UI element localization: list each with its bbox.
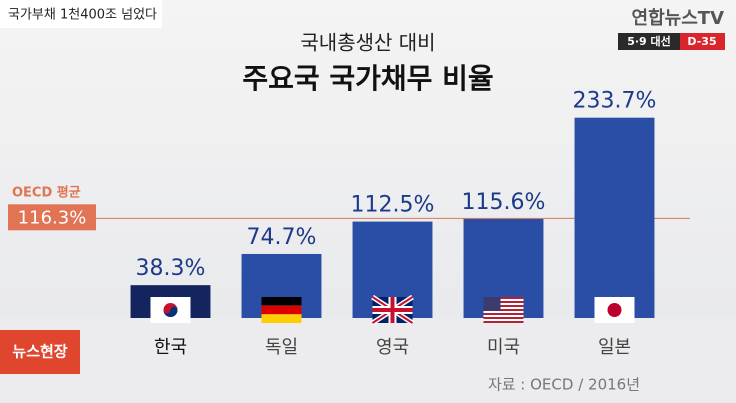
value-label: 233.7% [573, 89, 657, 114]
x-tick-label: 일본 [598, 337, 631, 358]
caption-box [0, 0, 162, 28]
floor [0, 318, 736, 403]
flag-part [483, 301, 524, 303]
bar [574, 117, 655, 318]
source: 자료 : OECD / 2016년 [488, 376, 640, 394]
flag-part [483, 321, 524, 323]
flag-part [261, 297, 302, 306]
flag-part [261, 314, 302, 323]
badge-left-box [618, 33, 680, 50]
reference-value-box [8, 204, 96, 231]
flag-part [163, 306, 178, 318]
value-label: 74.7% [247, 225, 317, 250]
value-label: 112.5% [351, 193, 435, 218]
x-tick-label: 한국 [154, 337, 187, 358]
program: 뉴스현장 [12, 343, 67, 361]
badge-right: D-35 [687, 35, 716, 48]
flag-part [483, 313, 524, 315]
flag-part [483, 317, 524, 319]
flag-part [483, 297, 501, 311]
value-label: 38.3% [136, 256, 206, 281]
flag-part [483, 297, 524, 299]
reference-label: OECD 평균 [12, 185, 81, 201]
chart-subtitle: 국내총생산 대비 [300, 31, 435, 55]
logo: 연합뉴스TV [632, 7, 725, 29]
badge-left: 5·9 대선 [627, 34, 671, 48]
x-tick-label: 영국 [376, 337, 409, 358]
x-tick-label: 미국 [487, 337, 520, 358]
flag-part [483, 305, 524, 307]
chart-title: 주요국 국가채무 비율 [242, 62, 493, 95]
flag-part [483, 309, 524, 311]
x-tick-label: 독일 [265, 337, 298, 358]
reference-value: 116.3% [18, 207, 87, 228]
caption: 국가부채 1천400조 넘었다 [8, 8, 157, 23]
program-box [0, 330, 80, 374]
flag-part [607, 303, 622, 317]
badge-right-box [680, 33, 725, 50]
value-label: 115.6% [462, 190, 546, 215]
flag-part [372, 297, 413, 323]
flag-part [261, 305, 302, 315]
